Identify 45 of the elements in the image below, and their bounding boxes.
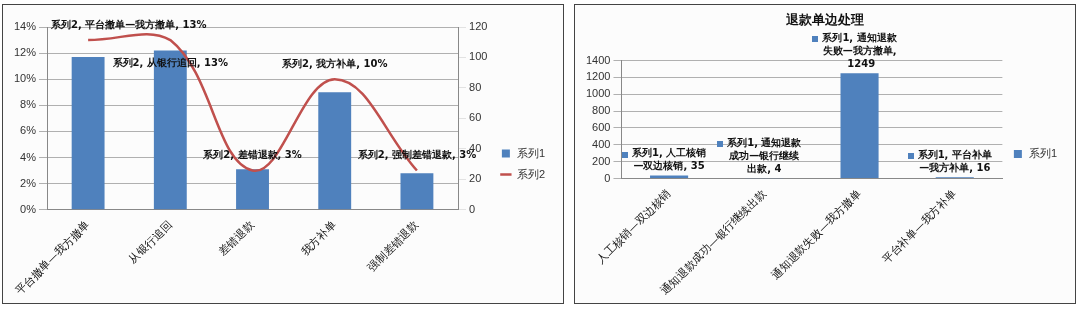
y2-tick-label: 80	[469, 80, 482, 93]
data-label: 系列2, 平台撤单—我方撤单, 13%	[50, 18, 207, 30]
x-tick-label: 通知退款失败—我方撤单	[768, 187, 864, 282]
y-tick-label: 6%	[20, 124, 37, 137]
x-tick-label: 我方补单	[298, 218, 339, 259]
x-tick-label: 从银行追回	[126, 218, 175, 267]
y-tick-label: 1400	[585, 53, 611, 66]
bar	[71, 57, 105, 210]
x-tick-label: 人工核销—双边核销	[594, 187, 674, 267]
y-tick-label: 400	[592, 137, 611, 150]
y2-tick-label: 100	[469, 50, 488, 63]
y-tick-label: 0	[604, 171, 611, 184]
x-tick-label: 强制差错退款	[365, 218, 422, 275]
y-tick-label: 200	[592, 154, 611, 167]
y2-tick-label: 20	[469, 172, 482, 185]
legend-label: 系列1	[1028, 147, 1058, 160]
bar	[840, 73, 879, 179]
legend-label: 系列2	[516, 167, 546, 180]
y-tick-label: 4%	[20, 150, 37, 163]
x-tick-label: 差错退款	[216, 218, 257, 259]
data-label: 系列1, 通知退款成功—银行继续出款, 4	[726, 136, 803, 174]
y-tick-label: 10%	[13, 72, 37, 85]
y2-tick-label: 60	[469, 111, 482, 124]
y-tick-label: 0%	[20, 202, 37, 215]
data-label: 系列1, 人工核销—双边核销, 35	[630, 147, 707, 172]
legend-label: 系列1	[516, 146, 546, 159]
y-tick-label: 8%	[20, 98, 37, 111]
data-label: 系列1, 平台补单—我方补单, 16	[916, 148, 992, 173]
y-tick-label: 2%	[20, 176, 37, 189]
data-label: 系列1, 通知退款失败—我方撤单, 1249	[821, 31, 898, 69]
y-tick-label: 14%	[13, 20, 37, 33]
y2-tick-label: 0	[469, 202, 476, 215]
y-tick-label: 600	[592, 121, 611, 134]
y-tick-label: 800	[592, 104, 611, 117]
data-label: 系列2, 我方补单, 10%	[280, 57, 388, 69]
x-tick-label: 平台补单—我方补单	[879, 187, 959, 267]
y-tick-label: 1000	[585, 87, 611, 100]
y-tick-label: 1200	[585, 70, 611, 83]
bar	[236, 169, 269, 210]
bar	[400, 173, 434, 210]
y-tick-label: 12%	[13, 46, 37, 59]
x-tick-label: 平台撤单—我方撤单	[13, 218, 93, 298]
chart-title: 退款单边处理	[785, 12, 864, 28]
bar	[318, 92, 352, 210]
y2-tick-label: 120	[469, 20, 488, 33]
